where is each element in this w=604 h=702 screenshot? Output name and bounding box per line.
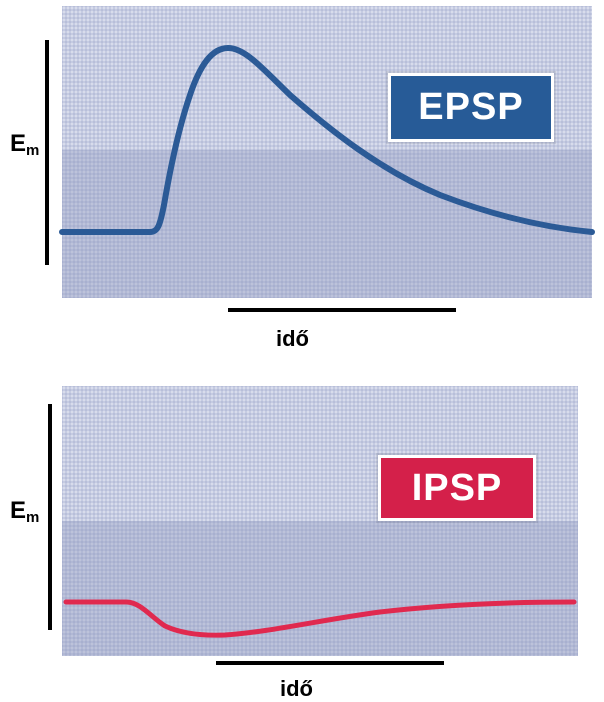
ipsp-plot-lower-band — [62, 521, 578, 656]
epsp-plot-area — [62, 6, 592, 298]
ipsp-badge: IPSP — [378, 455, 536, 521]
epsp-plot-lower-band — [62, 150, 592, 298]
ipsp-curve — [63, 599, 577, 638]
epsp-curve-svg — [59, 45, 595, 235]
ipsp-panel: IPSP Em idő — [0, 370, 604, 701]
ipsp-y-axis-bar — [48, 404, 52, 630]
epsp-panel: EPSP Em idő — [0, 0, 604, 351]
epsp-y-axis-label: Em — [10, 130, 40, 159]
epsp-y-axis-bar — [45, 40, 49, 265]
ipsp-y-axis-label: Em — [10, 497, 40, 526]
ipsp-x-axis-bar — [216, 661, 444, 665]
epsp-x-axis-label: idő — [276, 326, 309, 351]
epsp-x-axis-bar — [228, 308, 456, 312]
epsp-curve — [59, 45, 595, 235]
ipsp-x-axis-label: idő — [280, 676, 313, 701]
ipsp-curve-svg — [63, 599, 577, 638]
epsp-badge: EPSP — [388, 73, 554, 142]
